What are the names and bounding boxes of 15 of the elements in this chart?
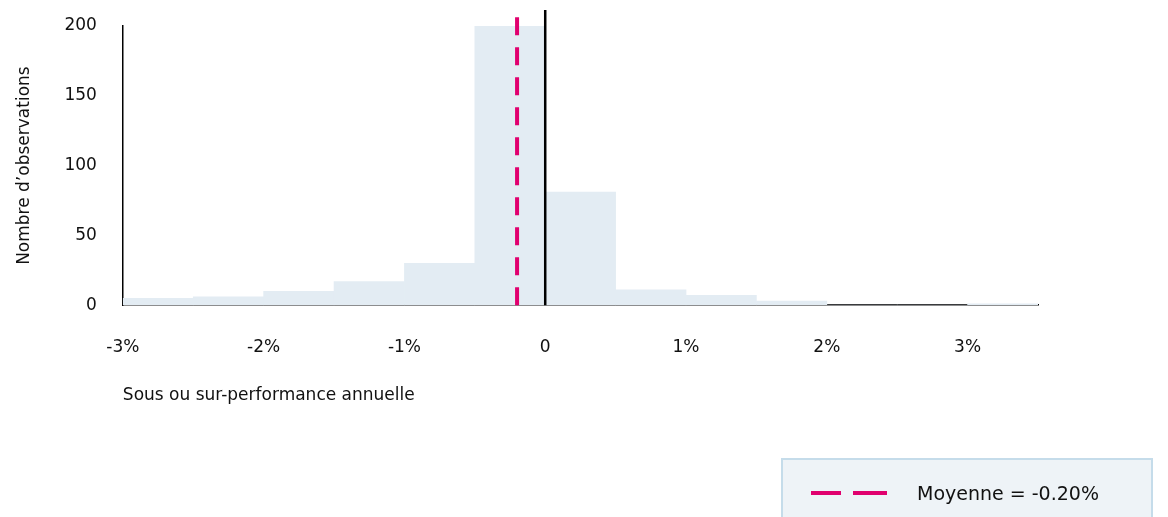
y-tick-label: 150 — [64, 84, 97, 105]
y-tick-label: 200 — [64, 14, 97, 35]
y-tick-label: 50 — [75, 223, 97, 244]
y-axis-title: Nombre d’observations — [12, 66, 33, 265]
x-tick-label: -2% — [247, 335, 281, 356]
x-tick-label: -1% — [387, 335, 421, 356]
x-axis-title: Sous ou sur-performance annuelle — [122, 384, 415, 405]
legend-label: Moyenne = -0.20% — [917, 482, 1099, 504]
x-tick-label: 2% — [813, 335, 841, 356]
x-tick-label: -3% — [106, 335, 140, 356]
y-tick-label: 100 — [64, 154, 97, 175]
y-tick-label: 0 — [86, 293, 97, 314]
x-tick-label: 1% — [672, 335, 700, 356]
x-tick-label: 0 — [539, 335, 551, 356]
x-tick-label: 3% — [954, 335, 982, 356]
